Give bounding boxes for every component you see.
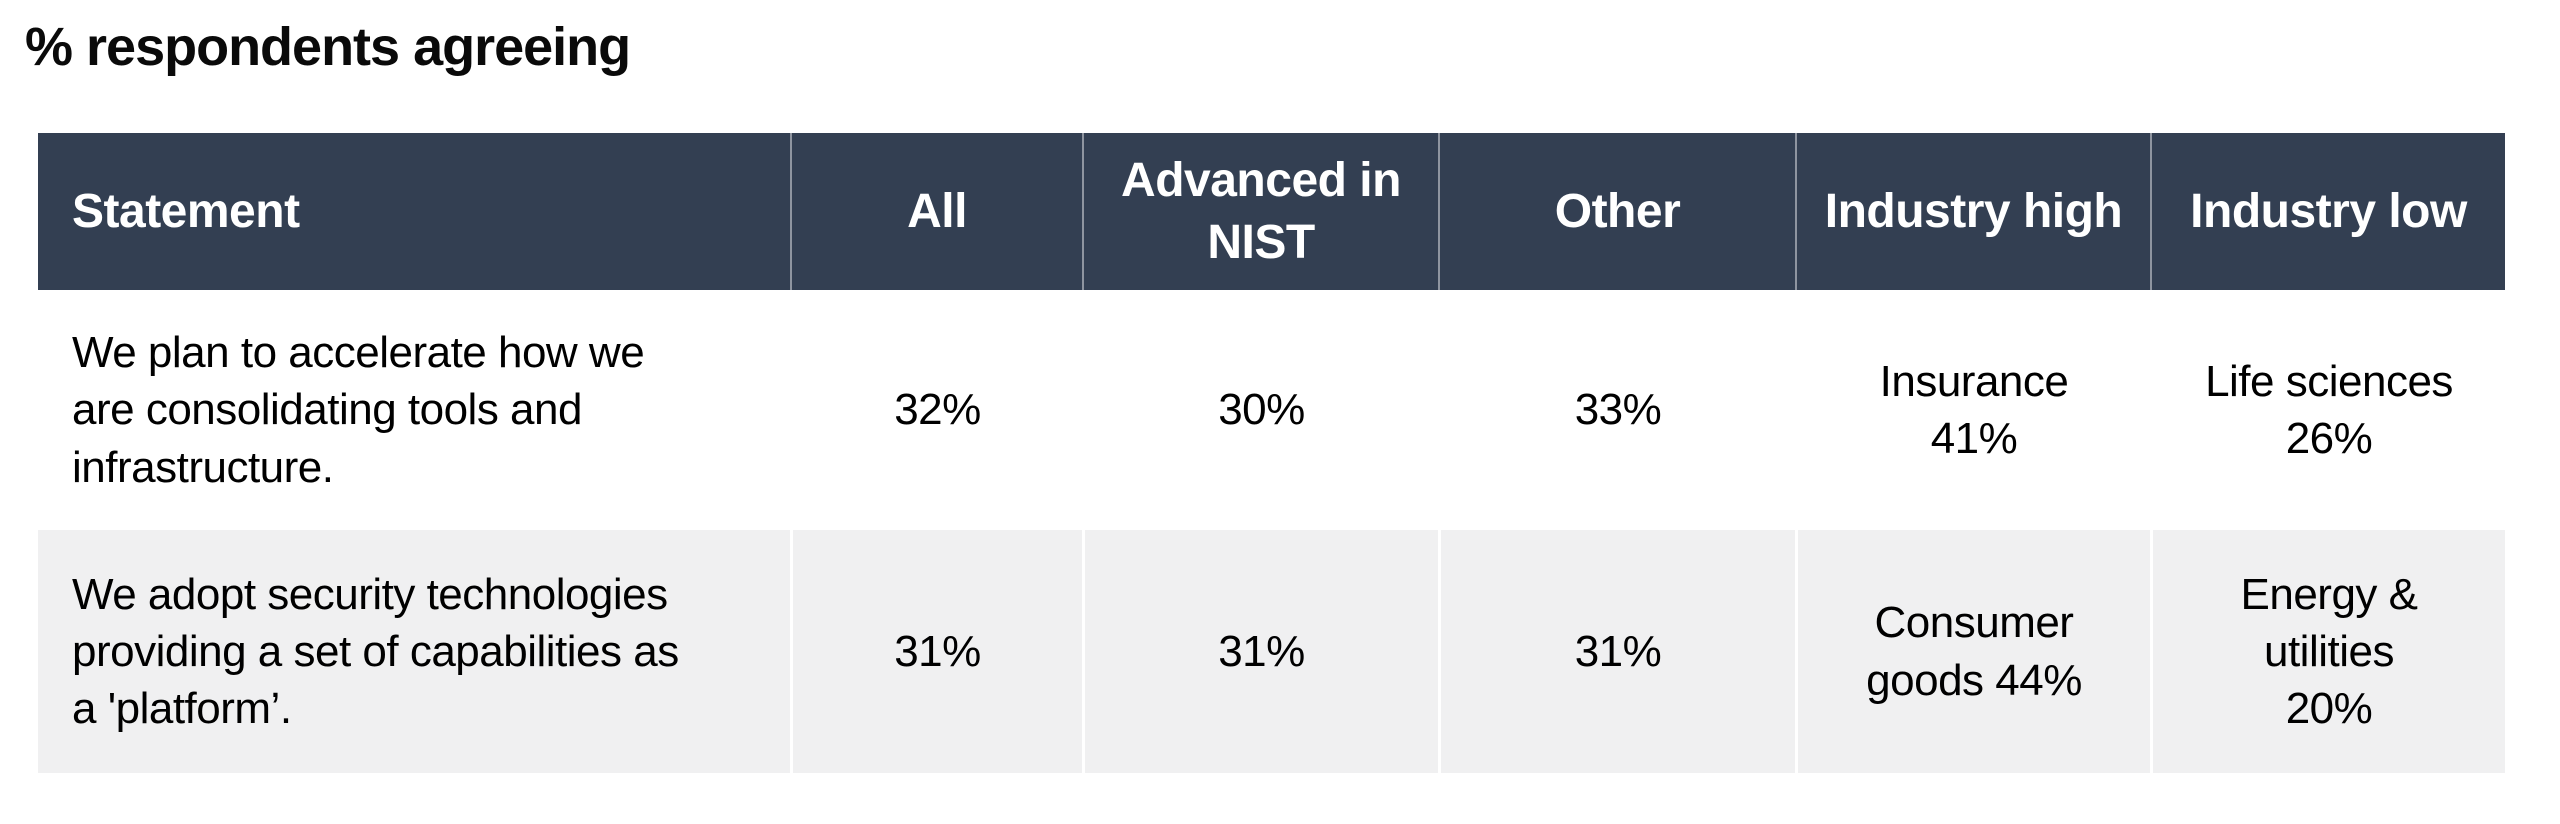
respondents-table: Statement All Advanced in NIST Other Ind…: [38, 133, 2505, 773]
page-title: % respondents agreeing: [25, 17, 631, 77]
header-cell-statement: Statement: [72, 184, 300, 238]
header-cell-advanced-nist: Advanced in NIST: [1082, 133, 1438, 290]
cell-industry-high: Insurance 41%: [1795, 290, 2150, 530]
table-row: We adopt security technologies providing…: [38, 530, 2505, 773]
cell-statement: We plan to accelerate how we are consoli…: [72, 328, 645, 492]
cell-industry-high: Consumer goods 44%: [1795, 530, 2150, 773]
header-cell-industry-low: Industry low: [2150, 133, 2505, 290]
header-cell-other: Other: [1438, 133, 1795, 290]
cell-all: 31%: [790, 530, 1082, 773]
cell-statement: We adopt security technologies providing…: [72, 569, 679, 734]
table-header-row: Statement All Advanced in NIST Other Ind…: [38, 133, 2505, 290]
header-cell-all: All: [790, 133, 1082, 290]
cell-advanced-nist: 31%: [1082, 530, 1438, 773]
cell-advanced-nist: 30%: [1082, 290, 1438, 530]
cell-industry-low: Energy & utilities 20%: [2150, 530, 2505, 773]
cell-other: 31%: [1438, 530, 1795, 773]
cell-industry-low: Life sciences 26%: [2150, 290, 2505, 530]
cell-all: 32%: [790, 290, 1082, 530]
cell-other: 33%: [1438, 290, 1795, 530]
table-row: We plan to accelerate how we are consoli…: [38, 290, 2505, 530]
header-cell-industry-high: Industry high: [1795, 133, 2150, 290]
